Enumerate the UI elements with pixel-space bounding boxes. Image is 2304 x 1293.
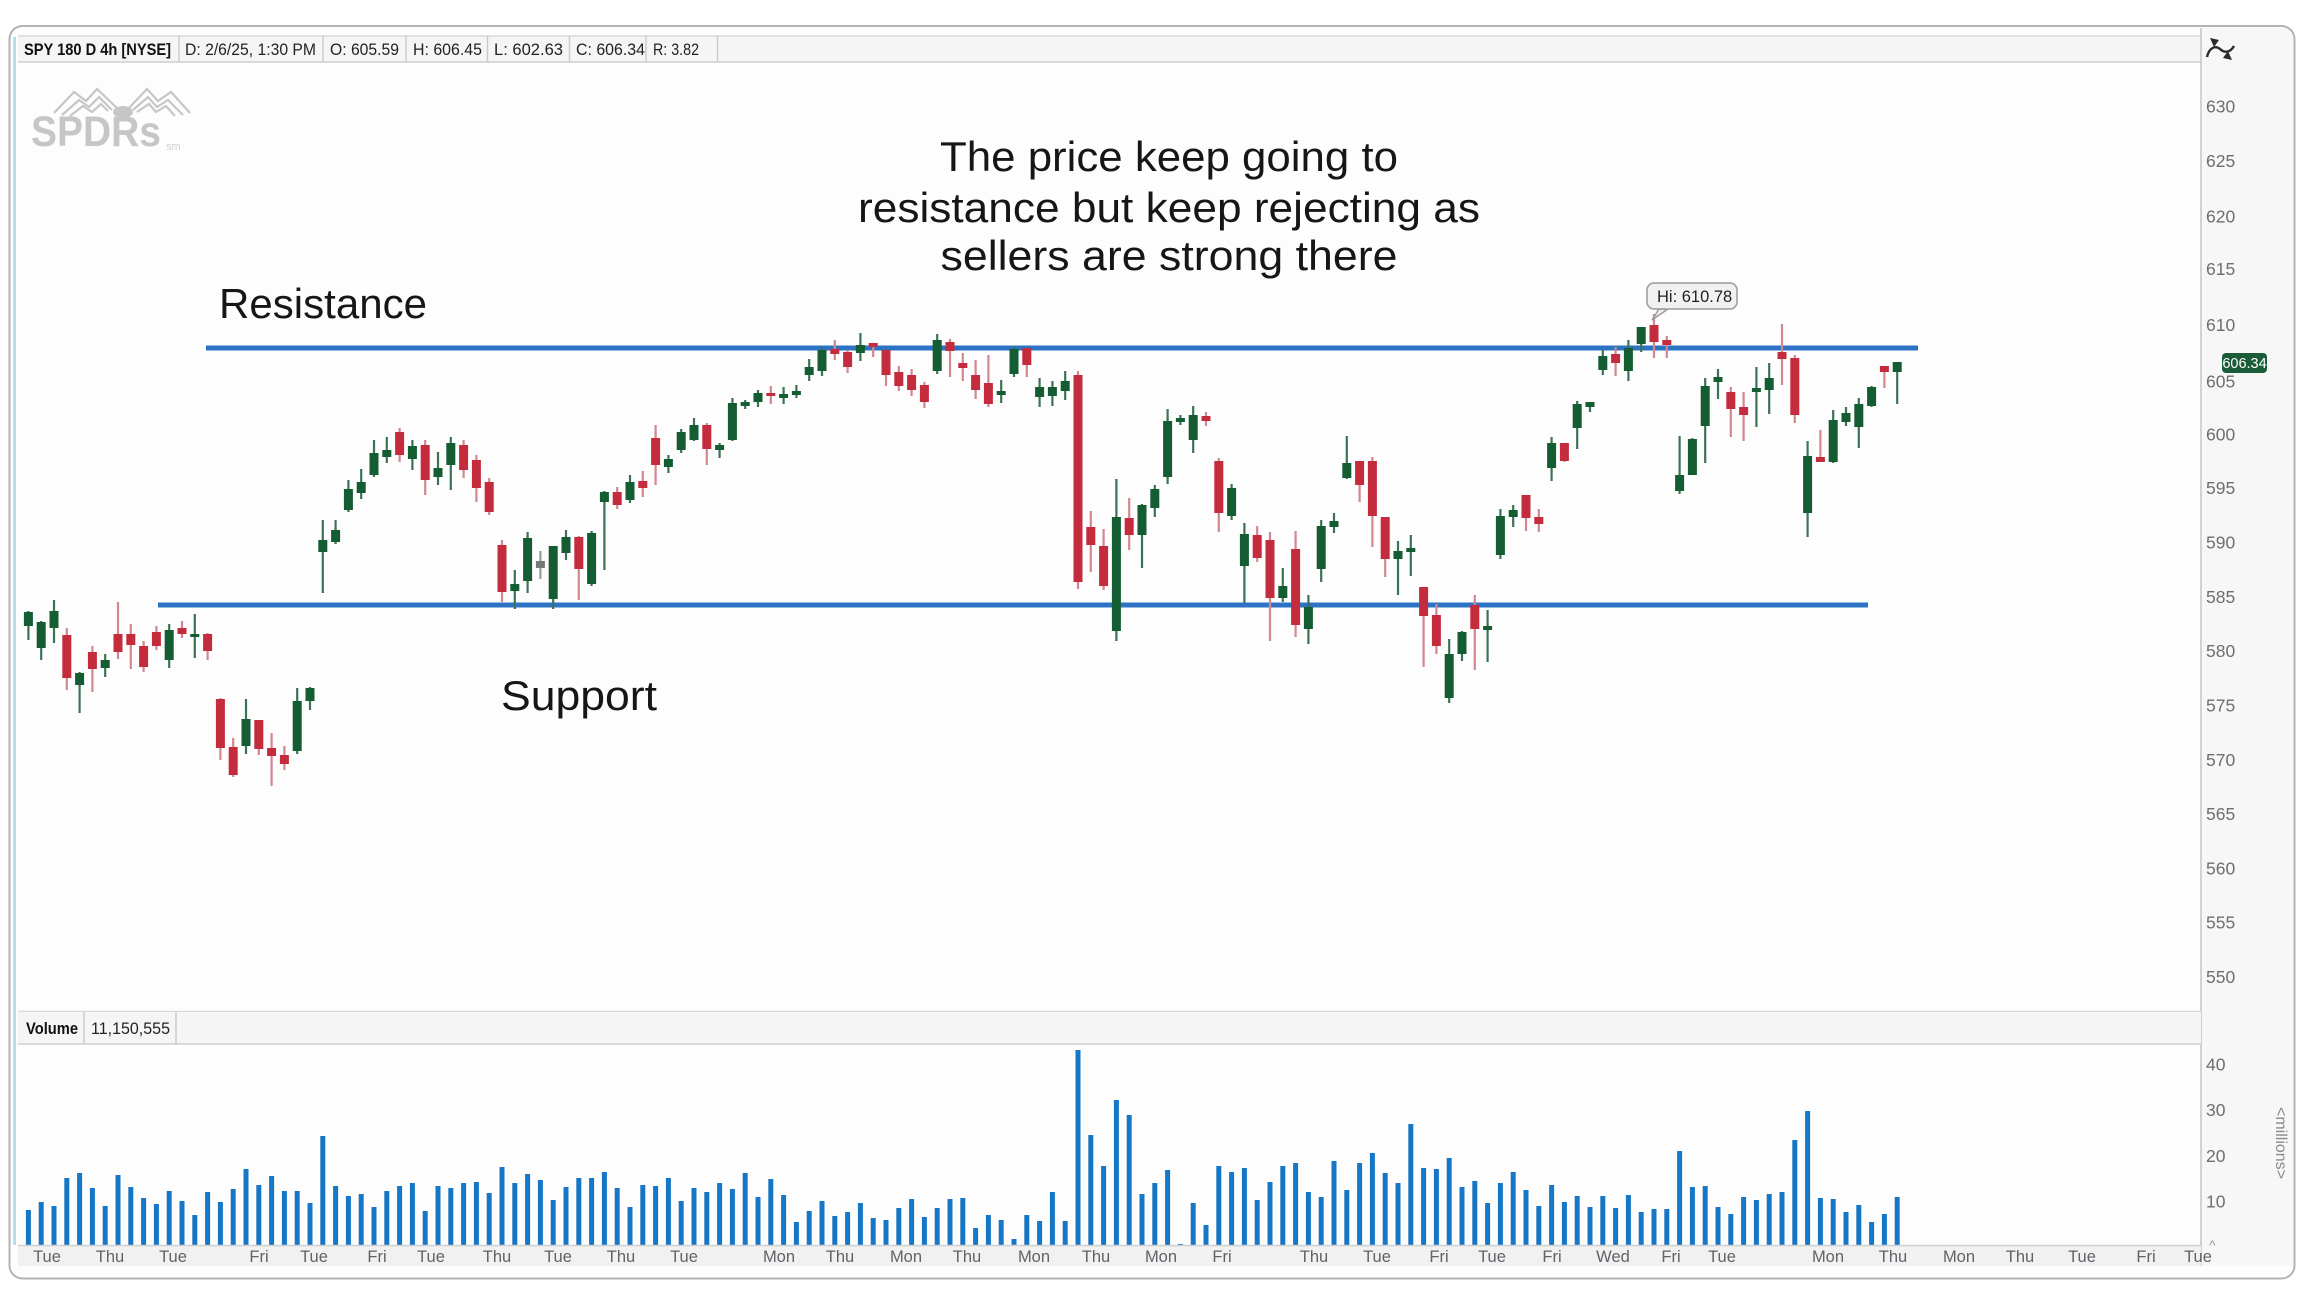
svg-text:Resistance: Resistance <box>219 280 427 327</box>
svg-text:Fri: Fri <box>1542 1248 1561 1266</box>
svg-text:Tue: Tue <box>2184 1248 2212 1266</box>
svg-text:Fri: Fri <box>1212 1248 1231 1266</box>
svg-text:Fri: Fri <box>249 1248 268 1266</box>
svg-text:11,150,555: 11,150,555 <box>91 1019 170 1038</box>
svg-text:Fri: Fri <box>1661 1248 1680 1266</box>
svg-text:Tue: Tue <box>300 1248 328 1266</box>
svg-text:605: 605 <box>2206 372 2235 392</box>
svg-text:Mon: Mon <box>763 1248 795 1266</box>
svg-text:Tue: Tue <box>544 1248 572 1266</box>
svg-text:Tue: Tue <box>417 1248 445 1266</box>
svg-text:Thu: Thu <box>1879 1248 1907 1266</box>
svg-text:Mon: Mon <box>1145 1248 1177 1266</box>
svg-text:590: 590 <box>2206 533 2235 553</box>
svg-text:20: 20 <box>2206 1146 2226 1166</box>
svg-text:C: 606.34: C: 606.34 <box>576 40 645 59</box>
svg-text:606.34: 606.34 <box>2222 356 2266 372</box>
svg-text:40: 40 <box>2206 1055 2226 1075</box>
svg-text:<millions>: <millions> <box>2272 1107 2289 1179</box>
svg-text:Tue: Tue <box>1478 1248 1506 1266</box>
svg-text:620: 620 <box>2206 207 2235 227</box>
svg-text:Tue: Tue <box>670 1248 698 1266</box>
svg-text:555: 555 <box>2206 913 2235 933</box>
svg-text:Mon: Mon <box>890 1248 922 1266</box>
svg-text:Thu: Thu <box>1300 1248 1328 1266</box>
svg-text:595: 595 <box>2206 478 2235 498</box>
svg-text:565: 565 <box>2206 804 2235 824</box>
svg-text:sellers are strong there: sellers are strong there <box>941 232 1398 279</box>
svg-text:Tue: Tue <box>1363 1248 1391 1266</box>
svg-text:D: 2/6/25, 1:30 PM: D: 2/6/25, 1:30 PM <box>185 40 316 59</box>
svg-text:570: 570 <box>2206 750 2235 770</box>
svg-text:30: 30 <box>2206 1100 2226 1120</box>
svg-text:615: 615 <box>2206 259 2235 279</box>
svg-text:R: 3.82: R: 3.82 <box>653 40 699 59</box>
svg-text:H: 606.45: H: 606.45 <box>413 40 482 59</box>
svg-text:Wed: Wed <box>1596 1248 1630 1266</box>
svg-text:560: 560 <box>2206 858 2235 878</box>
svg-text:Thu: Thu <box>2006 1248 2034 1266</box>
svg-text:600: 600 <box>2206 424 2235 444</box>
svg-text:Mon: Mon <box>1812 1248 1844 1266</box>
svg-text:resistance but keep rejecting: resistance but keep rejecting as <box>858 184 1480 231</box>
svg-text:625: 625 <box>2206 151 2235 171</box>
svg-text:575: 575 <box>2206 696 2235 716</box>
svg-text:L: 602.63: L: 602.63 <box>494 40 563 59</box>
svg-text:630: 630 <box>2206 97 2235 117</box>
svg-text:Fri: Fri <box>367 1248 386 1266</box>
svg-text:Mon: Mon <box>1018 1248 1050 1266</box>
svg-text:Tue: Tue <box>159 1248 187 1266</box>
svg-text:^: ^ <box>2209 1237 2216 1253</box>
svg-text:Tue: Tue <box>1708 1248 1736 1266</box>
svg-text:SPDRs: SPDRs <box>31 108 161 156</box>
svg-text:Mon: Mon <box>1943 1248 1975 1266</box>
svg-text:610: 610 <box>2206 315 2235 335</box>
svg-text:Thu: Thu <box>953 1248 981 1266</box>
svg-text:Tue: Tue <box>2068 1248 2096 1266</box>
svg-text:O: 605.59: O: 605.59 <box>330 40 399 59</box>
svg-text:Thu: Thu <box>96 1248 124 1266</box>
svg-text:580: 580 <box>2206 641 2235 661</box>
svg-text:SPY 180 D 4h [NYSE]: SPY 180 D 4h [NYSE] <box>24 40 171 59</box>
svg-text:10: 10 <box>2206 1192 2226 1212</box>
svg-text:585: 585 <box>2206 587 2235 607</box>
svg-text:Fri: Fri <box>2136 1248 2155 1266</box>
svg-text:Tue: Tue <box>33 1248 61 1266</box>
svg-text:Hi: 610.78: Hi: 610.78 <box>1657 288 1732 306</box>
svg-text:Thu: Thu <box>826 1248 854 1266</box>
svg-text:Support: Support <box>501 672 657 719</box>
svg-text:Thu: Thu <box>1082 1248 1110 1266</box>
svg-text:Thu: Thu <box>483 1248 511 1266</box>
svg-text:Fri: Fri <box>1429 1248 1448 1266</box>
svg-text:The price keep going to: The price keep going to <box>940 133 1398 180</box>
svg-text:sm: sm <box>166 141 181 153</box>
svg-text:Volume: Volume <box>26 1019 78 1038</box>
svg-text:550: 550 <box>2206 967 2235 987</box>
svg-text:Thu: Thu <box>607 1248 635 1266</box>
